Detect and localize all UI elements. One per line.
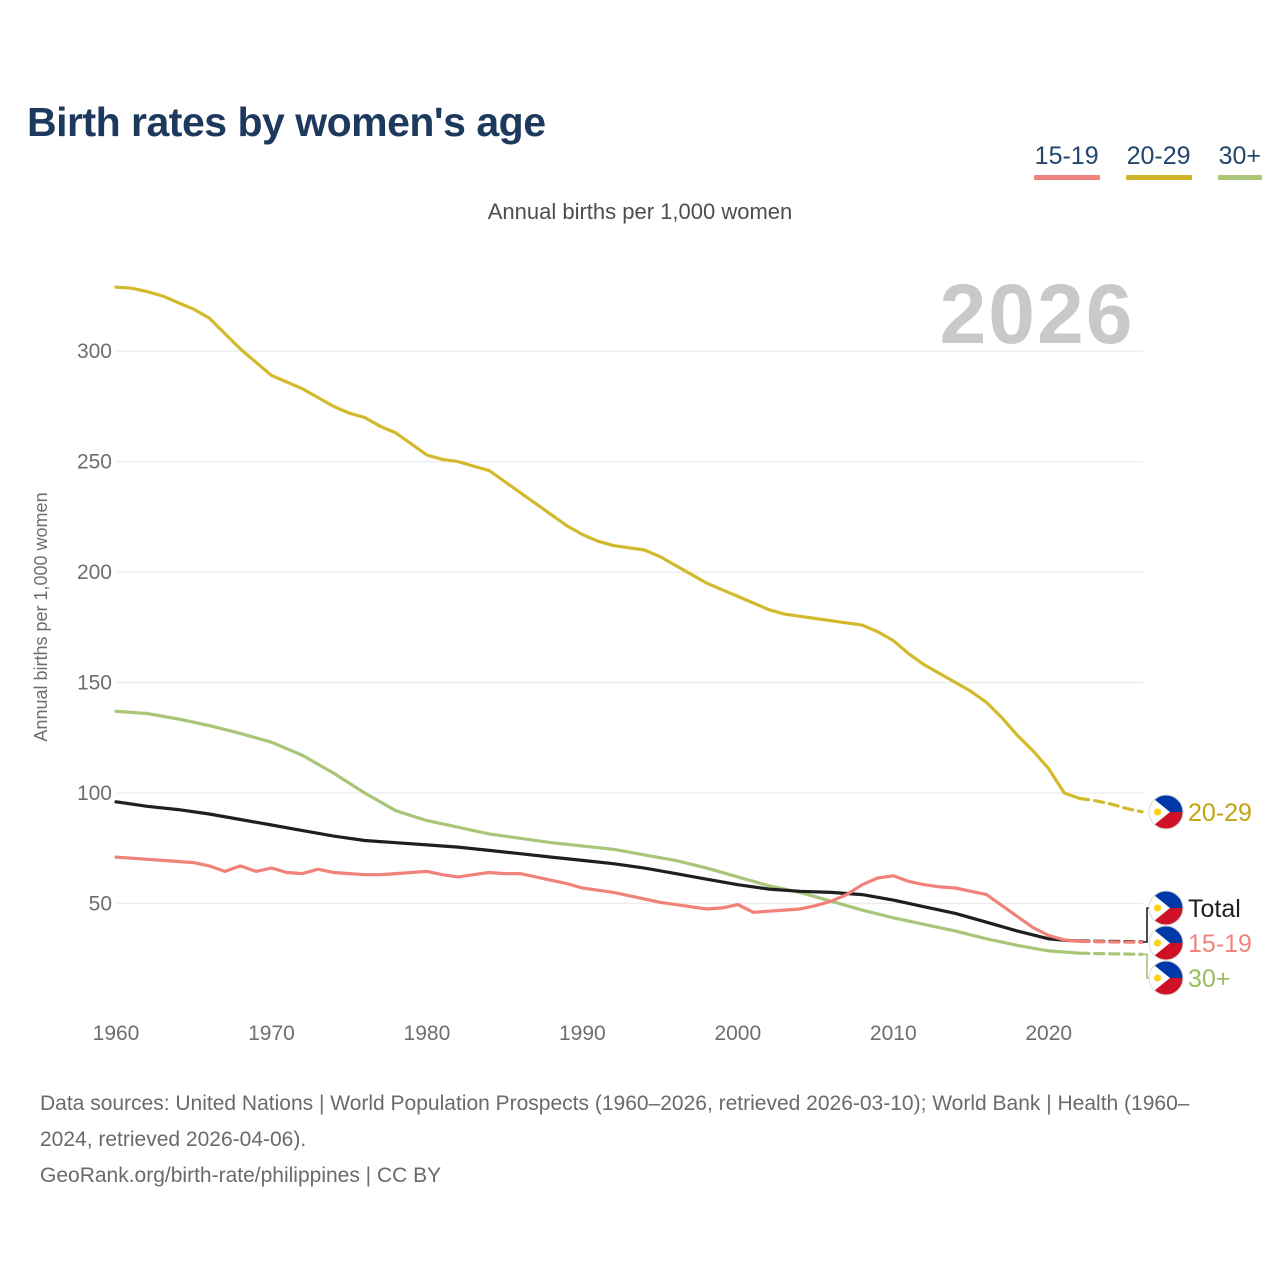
chart-line-projection-30+: [1078, 951, 1144, 956]
x-tick-label: 2010: [870, 1022, 917, 1045]
legend-label: 20-29: [1126, 142, 1191, 170]
chart-line-projection-15-19: [1078, 939, 1144, 944]
y-tick-label: 250: [77, 451, 112, 474]
philippines-flag-icon: [1148, 960, 1184, 996]
y-tick-label: 100: [77, 782, 112, 805]
x-tick-label: 1980: [404, 1022, 451, 1045]
end-label-15-19: 15-19: [1188, 930, 1252, 958]
y-tick-label: 150: [77, 672, 112, 695]
page-title: Birth rates by women's age: [27, 99, 546, 146]
x-tick-label: 2000: [714, 1022, 761, 1045]
attribution-text: GeoRank.org/birth-rate/philippines | CC …: [40, 1164, 442, 1188]
y-axis-title: Annual births per 1,000 women: [31, 492, 51, 741]
legend-label: 30+: [1218, 142, 1261, 170]
chart-line-20-29: [114, 285, 1082, 801]
legend-color-swatch: [1125, 175, 1192, 180]
legend: 15-19 20-29 30+: [1033, 142, 1262, 180]
end-label-Total: Total: [1188, 895, 1241, 923]
gridlines: [117, 350, 1143, 905]
chart-line-Total: [114, 800, 1082, 943]
chart-line-30+: [114, 709, 1082, 955]
chart-line-projection-20-29: [1078, 796, 1144, 814]
y-tick-label: 200: [77, 561, 112, 584]
legend-item-15-19[interactable]: 15-19: [1033, 142, 1100, 180]
philippines-flag-icon: [1148, 925, 1184, 961]
y-tick-label: 50: [89, 892, 112, 915]
chart-line-15-19: [114, 855, 1082, 944]
chart-subtitle: Annual births per 1,000 women: [487, 199, 793, 224]
y-tick-label: 300: [77, 340, 112, 363]
legend-item-20-29[interactable]: 20-29: [1125, 142, 1192, 180]
legend-color-swatch: [1217, 175, 1262, 180]
axis-labels: 50 100 150 200 250 300 1960 1970 1980 1990 2000 201…: [77, 340, 1072, 1045]
legend-color-swatch: [1033, 175, 1100, 180]
series-lines: [114, 285, 1144, 956]
year-watermark: 2026: [940, 267, 1135, 361]
footer: Data sources: United Nations | World Pop…: [40, 1086, 1220, 1194]
philippines-flag-icon: [1148, 794, 1184, 830]
legend-item-30plus[interactable]: 30+: [1217, 142, 1262, 180]
philippines-flag-icon: [1148, 890, 1184, 926]
x-tick-label: 1970: [248, 1022, 295, 1045]
x-tick-label: 1960: [93, 1022, 140, 1045]
end-label-20-29: 20-29: [1188, 799, 1252, 827]
legend-label: 15-19: [1034, 142, 1099, 170]
data-sources-text: Data sources: United Nations | World Pop…: [40, 1092, 1190, 1152]
end-label-30+: 30+: [1188, 965, 1230, 993]
x-tick-label: 1990: [559, 1022, 606, 1045]
x-tick-label: 2020: [1025, 1022, 1072, 1045]
end-annotations: 30+ Total 15-19 20-29: [1143, 794, 1252, 996]
